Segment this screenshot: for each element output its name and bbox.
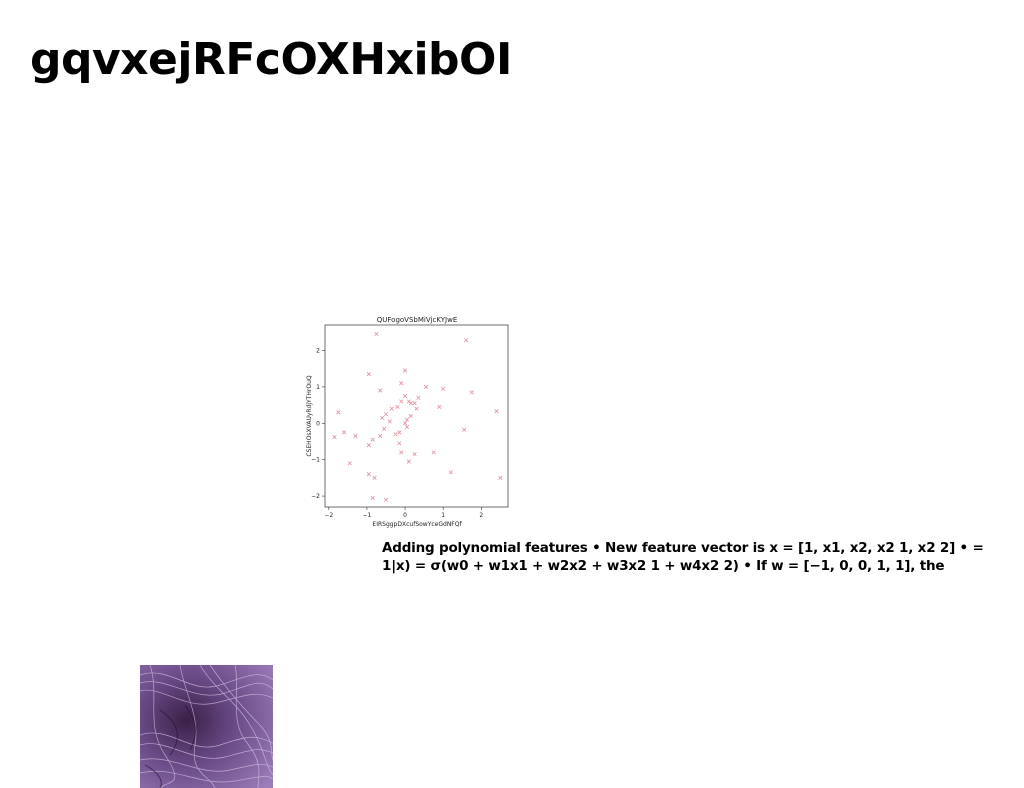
data-point xyxy=(494,409,499,414)
data-point xyxy=(366,372,371,377)
x-tick-label: 1 xyxy=(441,512,445,519)
data-point xyxy=(395,404,400,409)
data-point xyxy=(402,368,408,373)
y-tick-label: −1 xyxy=(311,457,320,464)
data-point xyxy=(389,406,394,411)
data-point xyxy=(437,404,442,409)
fiber-texture-graphic xyxy=(140,665,273,788)
data-point xyxy=(448,470,453,475)
data-point xyxy=(399,450,404,455)
x-tick-label: 0 xyxy=(403,512,407,519)
data-point xyxy=(412,401,417,406)
data-point xyxy=(347,461,352,466)
data-point xyxy=(397,441,402,446)
data-point xyxy=(412,452,417,457)
y-axis-label: CSEHOsXVAUyRdjYTHrOuQ xyxy=(306,375,313,457)
data-point xyxy=(408,413,413,419)
data-point xyxy=(366,472,371,477)
data-point xyxy=(441,386,446,391)
y-tick-label: 2 xyxy=(316,347,320,354)
data-point xyxy=(336,410,341,415)
data-point xyxy=(397,430,402,435)
data-point xyxy=(399,399,404,404)
data-point xyxy=(383,412,389,417)
chart-title: QUFogoVSbMiVjcKYJwE xyxy=(377,316,458,324)
data-point xyxy=(431,450,436,455)
y-tick-label: −2 xyxy=(311,493,320,500)
data-point xyxy=(402,421,408,426)
data-point xyxy=(393,432,398,437)
data-point xyxy=(341,430,347,435)
data-point xyxy=(378,388,383,393)
data-point xyxy=(370,437,375,442)
data-point xyxy=(404,424,410,430)
y-axis-ticks: −2 −1 0 1 2 xyxy=(311,347,325,500)
data-point xyxy=(469,390,474,395)
data-point xyxy=(366,443,371,448)
data-point xyxy=(462,427,467,432)
data-point xyxy=(414,406,419,411)
data-point xyxy=(370,495,375,500)
data-point xyxy=(387,419,392,424)
scatter-chart-svg: QUFogoVSbMiVjcKYJwE −2 −1 0 1 2 −2 −1 0 1 2 EIRS… xyxy=(306,316,509,528)
caption-text: Adding polynomial features • New feature… xyxy=(382,540,984,574)
y-tick-label: 1 xyxy=(316,384,320,391)
data-point xyxy=(372,475,377,480)
data-point xyxy=(423,384,429,389)
x-axis-label: EIRSggpDXcufSowYceGdNFQf xyxy=(372,521,462,528)
data-point xyxy=(399,381,404,386)
data-point xyxy=(380,415,385,420)
y-tick-label: 0 xyxy=(316,420,320,427)
data-point xyxy=(382,426,387,431)
data-point xyxy=(402,393,408,399)
scatter-chart: QUFogoVSbMiVjcKYJwE −2 −1 0 1 2 −2 −1 0 1 2 EIRS… xyxy=(303,311,515,531)
data-point xyxy=(383,497,389,502)
data-point xyxy=(404,417,410,422)
x-tick-label: −2 xyxy=(324,512,333,519)
x-axis-ticks: −2 −1 0 1 2 xyxy=(324,507,483,519)
data-point xyxy=(498,475,503,480)
data-point xyxy=(353,433,358,439)
data-point xyxy=(378,433,383,439)
data-point xyxy=(463,338,469,343)
scatter-points xyxy=(332,332,503,502)
page-title: gqvxejRFcOXHxibOI xyxy=(30,34,512,85)
data-point xyxy=(374,332,379,337)
data-point xyxy=(416,395,421,400)
data-point xyxy=(408,401,413,406)
purple-fiber-image xyxy=(140,665,273,788)
data-point xyxy=(332,435,337,440)
plot-frame xyxy=(324,324,509,508)
x-tick-label: 2 xyxy=(479,512,483,519)
x-tick-label: −1 xyxy=(363,512,372,519)
data-point xyxy=(406,459,411,464)
